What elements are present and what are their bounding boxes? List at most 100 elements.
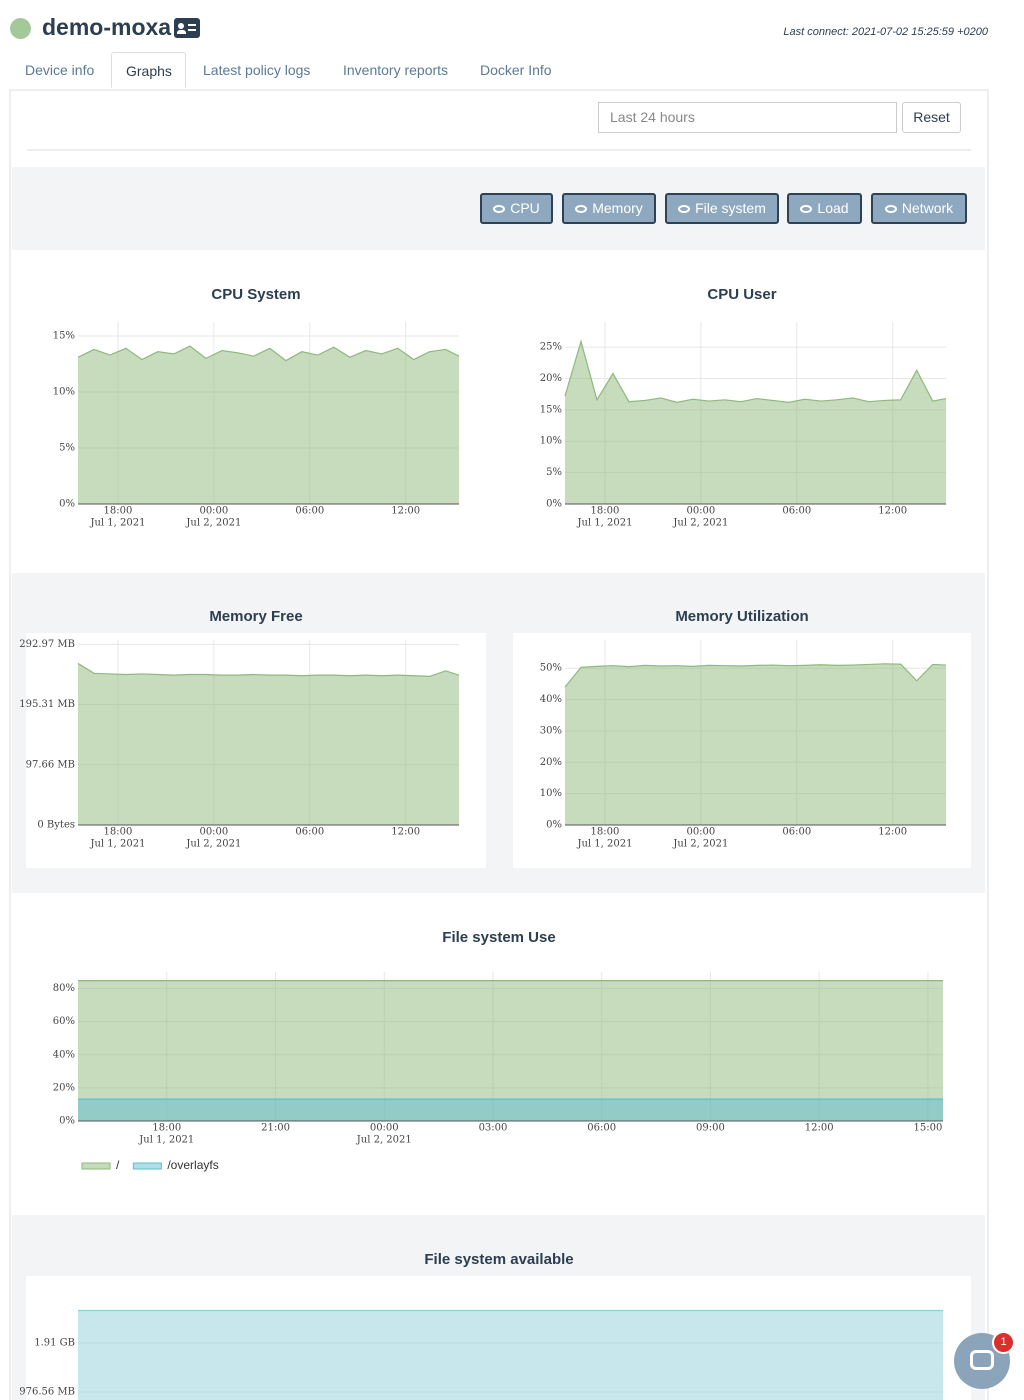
y-tick-label: 15% xyxy=(540,404,562,415)
x-tick-label: 12:00 xyxy=(805,1123,834,1134)
x-tick-label: 06:00 xyxy=(295,827,324,838)
reset-button[interactable]: Reset xyxy=(902,102,961,133)
x-tick-sublabel: Jul 1, 2021 xyxy=(89,839,145,850)
x-tick-label: 00:00 xyxy=(370,1123,399,1134)
area-fill xyxy=(78,346,459,504)
x-tick-sublabel: Jul 2, 2021 xyxy=(672,839,728,850)
x-tick-label: 00:00 xyxy=(686,506,715,517)
tab[interactable]: Docker Info xyxy=(480,62,552,78)
x-tick-label: 18:00 xyxy=(591,827,620,838)
chart-title: CPU System xyxy=(211,286,300,303)
y-tick-label: 97.66 MB xyxy=(26,759,75,770)
toggle-button[interactable]: File system xyxy=(665,193,779,224)
area-line xyxy=(77,345,460,362)
date-range-input[interactable]: Last 24 hours xyxy=(598,102,897,133)
y-tick-label: 195.31 MB xyxy=(19,699,75,710)
x-tick-label: 18:00 xyxy=(152,1123,181,1134)
tab[interactable]: Latest policy logs xyxy=(203,62,311,78)
area-line xyxy=(77,662,460,677)
toggle-button[interactable]: Memory xyxy=(562,193,656,224)
area-fill xyxy=(78,663,459,825)
chart-title: File system available xyxy=(424,1251,573,1268)
toggle-label: Memory xyxy=(592,200,643,216)
status-dot xyxy=(10,18,31,39)
chart-title: File system Use xyxy=(442,929,555,946)
chart-title: Memory Utilization xyxy=(675,608,808,625)
device-name: demo-moxa xyxy=(42,14,172,40)
x-tick-sublabel: Jul 1, 2021 xyxy=(138,1135,194,1146)
x-tick-label: 18:00 xyxy=(104,827,133,838)
x-tick-label: 21:00 xyxy=(261,1123,290,1134)
y-tick-label: 10% xyxy=(540,436,562,447)
area-line xyxy=(564,339,947,403)
id-card-icon xyxy=(174,18,200,38)
x-tick-sublabel: Jul 1, 2021 xyxy=(576,839,632,850)
tab[interactable]: Device info xyxy=(25,62,95,78)
x-tick-sublabel: Jul 2, 2021 xyxy=(672,518,728,529)
y-tick-label: 25% xyxy=(540,342,562,353)
tab[interactable]: Inventory reports xyxy=(343,62,449,78)
y-tick-label: 976.56 MB xyxy=(19,1386,75,1397)
x-tick-label: 00:00 xyxy=(199,827,228,838)
toggle-label: CPU xyxy=(510,200,540,216)
y-tick-label: 0% xyxy=(59,1116,75,1127)
tab[interactable]: Graphs xyxy=(111,52,186,88)
y-tick-label: 5% xyxy=(59,443,75,454)
x-tick-sublabel: Jul 1, 2021 xyxy=(89,518,145,529)
x-tick-label: 12:00 xyxy=(878,827,907,838)
x-tick-sublabel: Jul 1, 2021 xyxy=(576,518,632,529)
y-tick-label: 20% xyxy=(540,373,562,384)
legend-label: /overlayfs xyxy=(167,1158,218,1172)
x-tick-label: 00:00 xyxy=(686,827,715,838)
legend-label: / xyxy=(116,1158,120,1172)
area-fill xyxy=(565,341,946,504)
x-tick-label: 12:00 xyxy=(391,506,420,517)
area-fill xyxy=(78,980,943,1121)
y-tick-label: 0% xyxy=(546,820,562,831)
y-tick-label: 30% xyxy=(540,725,562,736)
legend-swatch xyxy=(81,1162,111,1170)
x-tick-label: 15:00 xyxy=(913,1123,942,1134)
area-fill xyxy=(78,1099,943,1121)
area-fill xyxy=(565,663,946,825)
chart-title: Memory Free xyxy=(209,608,302,625)
area-line xyxy=(564,663,947,688)
y-tick-label: 80% xyxy=(53,983,75,994)
y-tick-label: 10% xyxy=(540,788,562,799)
y-tick-label: 0% xyxy=(59,499,75,510)
toggle-button[interactable]: Load xyxy=(787,193,862,224)
chat-badge: 1 xyxy=(992,1331,1015,1354)
x-tick-label: 06:00 xyxy=(782,827,811,838)
y-tick-label: 40% xyxy=(53,1049,75,1060)
y-tick-label: 1.91 GB xyxy=(34,1337,75,1348)
toggle-button[interactable]: Network xyxy=(871,193,967,224)
toggle-label: File system xyxy=(695,200,766,216)
x-tick-label: 00:00 xyxy=(199,506,228,517)
toggle-label: Network xyxy=(901,200,954,216)
toggle-button[interactable]: CPU xyxy=(480,193,553,224)
chart-title: CPU User xyxy=(707,286,776,303)
x-tick-sublabel: Jul 2, 2021 xyxy=(356,1135,412,1146)
x-tick-label: 12:00 xyxy=(878,506,907,517)
x-tick-label: 09:00 xyxy=(696,1123,725,1134)
x-tick-label: 18:00 xyxy=(104,506,133,517)
y-tick-label: 15% xyxy=(53,331,75,342)
x-tick-label: 06:00 xyxy=(295,506,324,517)
x-tick-label: 18:00 xyxy=(591,506,620,517)
x-tick-label: 06:00 xyxy=(587,1123,616,1134)
legend-swatch xyxy=(132,1162,162,1170)
toggle-label: Load xyxy=(817,200,849,216)
x-tick-sublabel: Jul 2, 2021 xyxy=(185,518,241,529)
y-tick-label: 5% xyxy=(546,467,562,478)
y-tick-label: 20% xyxy=(540,757,562,768)
y-tick-label: 50% xyxy=(540,663,562,674)
x-tick-sublabel: Jul 2, 2021 xyxy=(185,839,241,850)
x-tick-label: 03:00 xyxy=(479,1123,508,1134)
y-tick-label: 40% xyxy=(540,694,562,705)
area-fill xyxy=(78,1310,943,1400)
x-tick-label: 12:00 xyxy=(391,827,420,838)
y-tick-label: 10% xyxy=(53,387,75,398)
y-tick-label: 60% xyxy=(53,1016,75,1027)
